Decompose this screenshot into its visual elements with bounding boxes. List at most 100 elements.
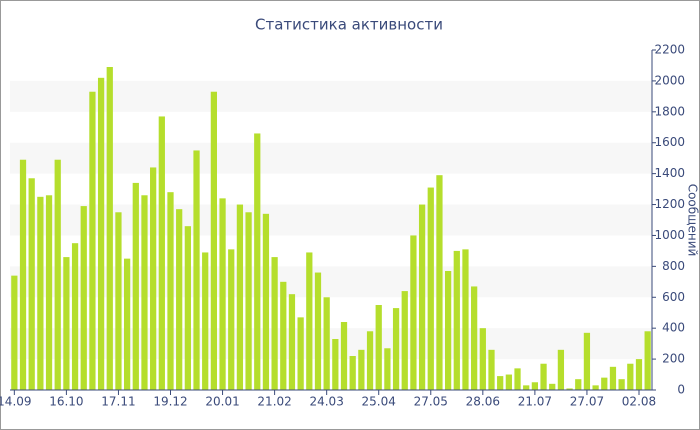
bar xyxy=(106,67,113,390)
bar xyxy=(375,305,382,390)
bar xyxy=(123,258,131,390)
chart-title: Статистика активности xyxy=(255,16,443,34)
bar xyxy=(28,178,35,390)
grid-band xyxy=(10,266,652,298)
y-tick-label: 600 xyxy=(662,290,685,304)
y-tick-label: 2000 xyxy=(654,73,685,87)
bar xyxy=(635,359,643,390)
x-tick-label: 02.08 xyxy=(622,395,656,409)
bar xyxy=(592,385,599,390)
bar xyxy=(514,368,521,390)
grid-band xyxy=(10,80,652,112)
x-tick-label: 27.07 xyxy=(570,395,604,409)
bar xyxy=(418,204,426,390)
bar xyxy=(462,249,469,390)
x-tick-label: 17.11 xyxy=(101,395,135,409)
bar xyxy=(184,226,191,390)
bar xyxy=(549,383,556,390)
bar xyxy=(609,366,617,390)
grid-band xyxy=(10,142,652,174)
bar xyxy=(150,167,157,390)
bar xyxy=(392,308,400,390)
y-tick-label: 0 xyxy=(677,383,685,397)
x-tick-label: 21.07 xyxy=(518,395,552,409)
y-tick-label: 200 xyxy=(662,352,685,366)
bar xyxy=(193,150,200,390)
bar xyxy=(358,349,365,390)
bar xyxy=(601,377,608,390)
y-tick-label: 1800 xyxy=(654,104,685,118)
grid-band xyxy=(10,328,652,360)
bar xyxy=(366,331,374,390)
bar xyxy=(332,339,339,390)
bar xyxy=(444,271,452,390)
bar xyxy=(436,175,443,390)
bar xyxy=(410,235,417,390)
bar xyxy=(132,182,139,390)
bar xyxy=(488,349,495,390)
bar xyxy=(540,363,547,390)
bar xyxy=(254,133,261,391)
bar xyxy=(644,331,651,390)
bar xyxy=(210,91,218,391)
bar xyxy=(236,204,244,390)
bar xyxy=(306,252,313,390)
bar xyxy=(280,281,287,390)
bar xyxy=(176,209,183,390)
bar xyxy=(531,382,539,390)
bar xyxy=(627,363,634,390)
bar xyxy=(71,243,79,390)
y-tick-label: 800 xyxy=(662,259,685,273)
bar xyxy=(11,275,18,390)
bar xyxy=(566,388,573,390)
bar xyxy=(167,192,174,390)
bar xyxy=(202,252,209,390)
bar xyxy=(37,196,44,390)
x-tick-label: 24.03 xyxy=(309,395,343,409)
bar xyxy=(63,257,70,390)
bar xyxy=(427,187,434,390)
bar xyxy=(245,212,252,390)
bar xyxy=(54,159,61,390)
x-tick-label: 21.02 xyxy=(257,395,291,409)
x-tick-label: 14.09 xyxy=(0,395,32,409)
x-tick-label: 25.04 xyxy=(362,395,396,409)
bar xyxy=(314,272,322,390)
bar xyxy=(340,322,348,390)
bar xyxy=(262,213,270,390)
bar xyxy=(158,116,165,391)
y-tick-label: 400 xyxy=(662,321,685,335)
bar xyxy=(523,385,530,390)
bar xyxy=(19,159,27,390)
grid-band xyxy=(10,204,652,236)
bar xyxy=(271,257,278,390)
bar xyxy=(471,286,478,390)
bar xyxy=(349,356,356,390)
bar xyxy=(583,332,591,390)
bar xyxy=(384,348,391,390)
y-tick-label: 1400 xyxy=(654,166,685,180)
bar xyxy=(89,91,96,391)
bar xyxy=(557,349,565,390)
y-tick-label: 1000 xyxy=(654,228,685,242)
x-tick-label: 28.06 xyxy=(466,395,500,409)
bar xyxy=(323,297,330,390)
bar xyxy=(115,212,122,390)
bar xyxy=(219,198,226,390)
bar xyxy=(141,195,148,390)
x-tick-label: 16.10 xyxy=(49,395,83,409)
bar xyxy=(505,374,512,390)
bar xyxy=(497,376,504,390)
bar xyxy=(288,294,296,390)
bar xyxy=(297,317,304,390)
y-tick-label: 2200 xyxy=(654,43,685,57)
bar xyxy=(575,379,582,390)
bar xyxy=(97,77,105,391)
x-tick-label: 20.01 xyxy=(205,395,239,409)
bar xyxy=(479,328,486,390)
bar xyxy=(45,195,53,390)
bar xyxy=(453,250,460,390)
y-tick-label: 1200 xyxy=(654,197,685,211)
bar xyxy=(618,379,625,390)
